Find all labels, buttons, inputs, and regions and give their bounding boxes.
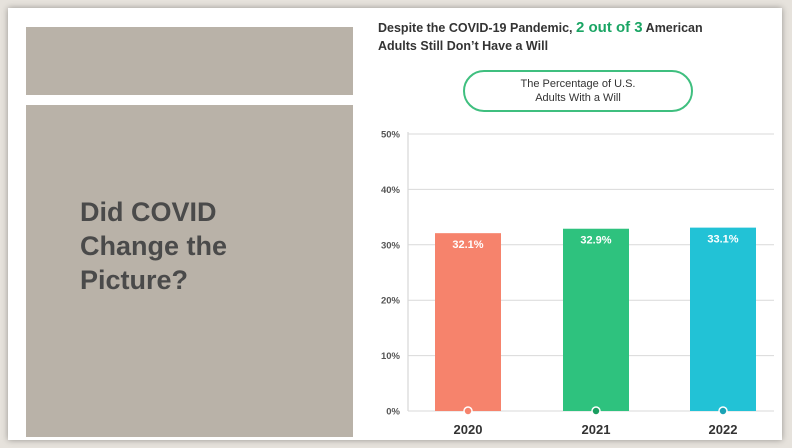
y-tick-label-10: 10%	[381, 351, 401, 362]
y-tick-label-20: 20%	[381, 296, 401, 307]
heading-line-1: Did COVID	[80, 197, 217, 227]
bar-2022	[690, 227, 756, 411]
chart-title-part-4: Adults Still Don’t Have a Will	[378, 39, 549, 53]
y-tick-label-40: 40%	[381, 185, 401, 196]
bar-2021	[563, 228, 629, 411]
chart-title-part-3: American	[642, 21, 703, 35]
data-label-2020: 32.1%	[452, 239, 483, 251]
bar-2020	[435, 233, 501, 411]
chart-subtitle-line-1: The Percentage of U.S.	[520, 78, 636, 90]
slide-heading: Did COVID Change the Picture?	[80, 195, 227, 297]
x-tick-label-2021: 2021	[582, 422, 611, 437]
slide: Did COVID Change the Picture? Despite th…	[8, 8, 782, 440]
x-tick-label-2022: 2022	[709, 422, 738, 437]
bar-marker-2020	[463, 406, 473, 416]
heading-line-3: Picture?	[80, 265, 189, 295]
decor-panel-main: Did COVID Change the Picture?	[26, 105, 353, 437]
chart-subtitle-line-2: Adults With a Will	[535, 92, 621, 104]
x-tick-label-2020: 2020	[454, 422, 483, 437]
chart-title: Despite the COVID-19 Pandemic, 2 out of …	[378, 19, 778, 55]
bar-marker-2021	[591, 406, 601, 416]
chart-subtitle-pill: The Percentage of U.S. Adults With a Wil…	[463, 70, 693, 112]
data-label-2021: 32.9%	[580, 235, 611, 247]
y-tick-label-50: 50%	[381, 130, 401, 141]
bar-marker-2022	[718, 406, 728, 416]
chart-title-highlight: 2 out of 3	[575, 19, 643, 36]
bar-chart: 0% 10% 20% 30% 40% 50% 32.1% 2020 32.9% 2021 33.1%…	[381, 130, 774, 437]
heading-line-2: Change the	[80, 231, 228, 261]
chart-title-part-1: Despite the COVID-19 Pandemic,	[378, 21, 576, 35]
y-tick-label-30: 30%	[381, 240, 401, 251]
decor-panel-top	[26, 27, 353, 95]
data-label-2022: 33.1%	[707, 234, 738, 246]
y-tick-label-0: 0%	[386, 407, 400, 418]
